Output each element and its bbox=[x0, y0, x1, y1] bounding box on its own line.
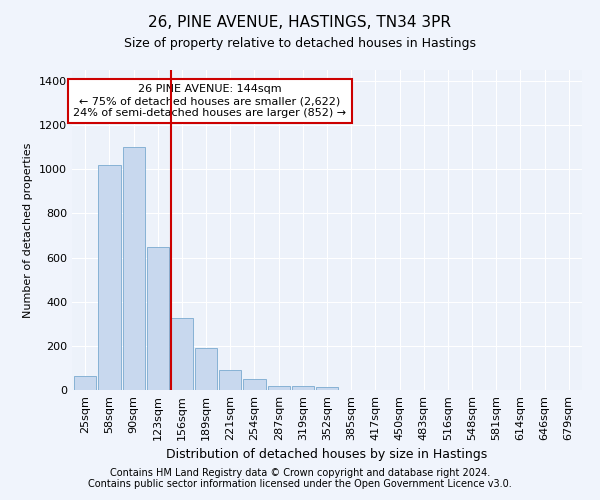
Bar bbox=[195, 348, 217, 390]
Bar bbox=[219, 370, 241, 390]
Text: 26 PINE AVENUE: 144sqm
← 75% of detached houses are smaller (2,622)
24% of semi-: 26 PINE AVENUE: 144sqm ← 75% of detached… bbox=[73, 84, 346, 117]
Bar bbox=[98, 165, 121, 390]
Text: 26, PINE AVENUE, HASTINGS, TN34 3PR: 26, PINE AVENUE, HASTINGS, TN34 3PR bbox=[149, 15, 452, 30]
X-axis label: Distribution of detached houses by size in Hastings: Distribution of detached houses by size … bbox=[166, 448, 488, 462]
Bar bbox=[171, 318, 193, 390]
Text: Contains HM Land Registry data © Crown copyright and database right 2024.: Contains HM Land Registry data © Crown c… bbox=[110, 468, 490, 477]
Bar bbox=[268, 386, 290, 390]
Bar bbox=[244, 379, 266, 390]
Bar bbox=[122, 147, 145, 390]
Bar bbox=[292, 386, 314, 390]
Bar bbox=[316, 386, 338, 390]
Text: Size of property relative to detached houses in Hastings: Size of property relative to detached ho… bbox=[124, 38, 476, 51]
Bar bbox=[74, 376, 97, 390]
Y-axis label: Number of detached properties: Number of detached properties bbox=[23, 142, 34, 318]
Bar bbox=[146, 246, 169, 390]
Text: Contains public sector information licensed under the Open Government Licence v3: Contains public sector information licen… bbox=[88, 479, 512, 489]
